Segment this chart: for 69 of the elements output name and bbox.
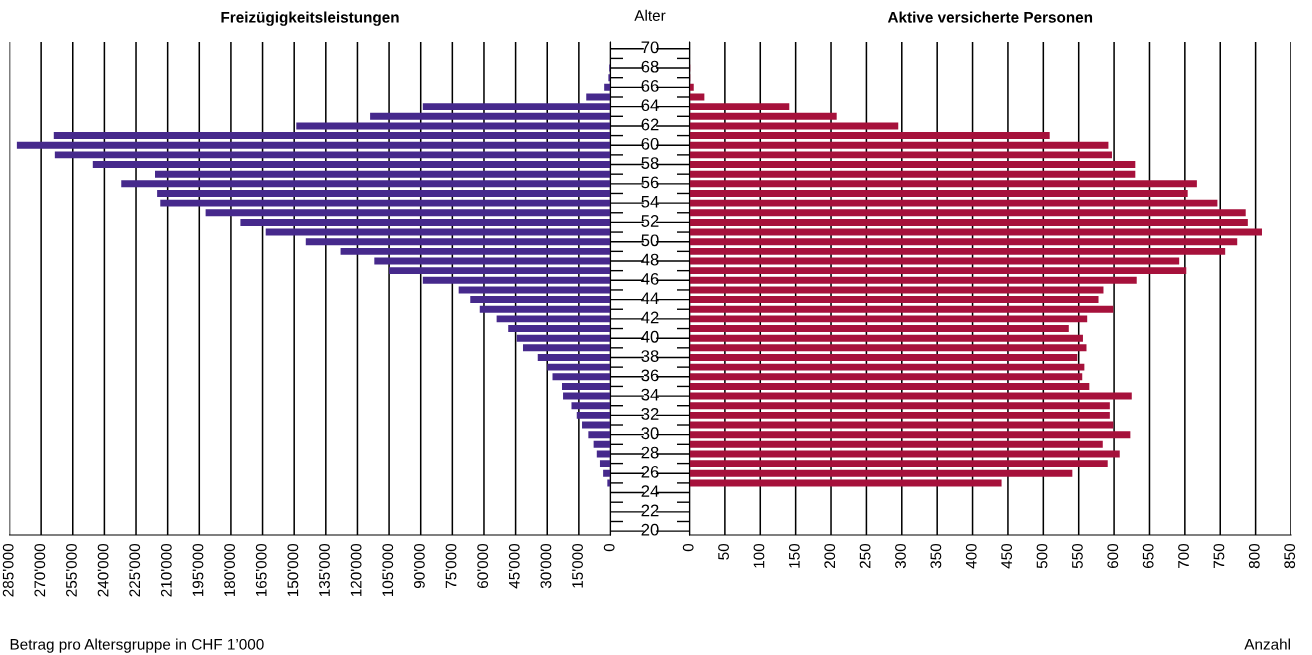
x-tick-label: 300 xyxy=(895,543,906,569)
x-tick-label: 270'000 xyxy=(34,543,46,597)
x-tick-label: 285'000 xyxy=(2,543,14,597)
y-tick-label: 66 xyxy=(641,80,659,92)
y-tick-label: 50 xyxy=(641,234,659,247)
x-axis-title: Anzahl xyxy=(1244,638,1290,650)
y-tick-label: 42 xyxy=(641,311,659,324)
y-axis-title: Alter xyxy=(634,9,666,21)
y-tick-label: 62 xyxy=(641,118,659,131)
x-tick-label: 90'000 xyxy=(413,543,425,589)
y-tick-label: 34 xyxy=(641,388,659,401)
chart-title: Aktive versicherte Personen xyxy=(887,11,1093,23)
y-tick-label: 40 xyxy=(641,330,659,343)
x-tick-label: 200 xyxy=(824,543,836,569)
x-tick-label: 550 xyxy=(1071,543,1083,569)
x-tick-label: 150'000 xyxy=(287,543,299,597)
y-tick-label: 52 xyxy=(641,215,659,227)
x-tick-label: 225'000 xyxy=(129,543,141,597)
x-tick-label: 15'000 xyxy=(572,543,583,588)
x-tick-label: 150 xyxy=(788,543,800,568)
y-tick-label: 32 xyxy=(641,408,659,420)
x-axis-title: Betrag pro Altersgruppe in CHF 1’000 xyxy=(10,638,264,653)
x-tick-label: 400 xyxy=(965,543,977,569)
x-tick-label: 350 xyxy=(930,543,942,569)
y-tick-label: 56 xyxy=(641,176,659,189)
y-tick-label: 24 xyxy=(641,485,659,497)
y-tick-label: 48 xyxy=(641,253,659,266)
x-tick-label: 100 xyxy=(753,543,765,568)
x-tick-label: 50 xyxy=(718,543,729,560)
x-tick-label: 250 xyxy=(859,543,871,569)
x-tick-label: 45'000 xyxy=(508,543,520,589)
x-tick-label: 105'000 xyxy=(382,543,394,597)
x-tick-label: 650 xyxy=(1142,543,1154,569)
x-tick-label: 180'000 xyxy=(224,543,236,597)
x-tick-label: 500 xyxy=(1036,543,1048,569)
y-tick-label: 26 xyxy=(641,465,659,478)
x-tick-label: 30'000 xyxy=(540,543,552,589)
y-tick-label: 60 xyxy=(641,137,659,150)
x-tick-label: 0 xyxy=(603,543,615,552)
y-tick-label: 36 xyxy=(641,369,659,382)
y-tick-label: 54 xyxy=(641,195,659,208)
chart-title: Freizügigkeitsleistungen xyxy=(221,11,399,26)
y-tick-label: 68 xyxy=(641,60,659,73)
x-tick-label: 210'000 xyxy=(160,543,172,597)
x-tick-label: 255'000 xyxy=(66,543,77,597)
y-tick-label: 38 xyxy=(641,350,659,362)
x-tick-label: 240'000 xyxy=(97,543,109,597)
y-tick-label: 46 xyxy=(641,272,659,285)
y-tick-label: 28 xyxy=(641,446,659,459)
y-tick-label: 70 xyxy=(641,41,659,54)
y-tick-label: 20 xyxy=(641,523,659,536)
y-tick-label: 22 xyxy=(641,504,659,517)
x-tick-label: 0 xyxy=(682,543,694,552)
y-tick-label: 58 xyxy=(641,157,659,169)
y-tick-label: 44 xyxy=(641,292,659,304)
x-tick-label: 750 xyxy=(1213,543,1225,569)
y-tick-label: 30 xyxy=(641,427,659,440)
x-tick-label: 165'000 xyxy=(255,543,267,597)
y-tick-label: 64 xyxy=(641,99,659,112)
x-tick-label: 700 xyxy=(1178,543,1189,569)
x-tick-label: 75'000 xyxy=(445,543,457,588)
x-tick-label: 450 xyxy=(1001,543,1013,569)
x-tick-label: 60'000 xyxy=(477,543,489,588)
x-tick-label: 195'000 xyxy=(192,543,204,597)
x-tick-label: 120'000 xyxy=(350,543,362,597)
x-tick-label: 850 xyxy=(1284,543,1296,569)
x-tick-label: 135'000 xyxy=(319,543,330,597)
x-tick-label: 800 xyxy=(1248,543,1260,569)
x-tick-label: 600 xyxy=(1107,543,1119,569)
